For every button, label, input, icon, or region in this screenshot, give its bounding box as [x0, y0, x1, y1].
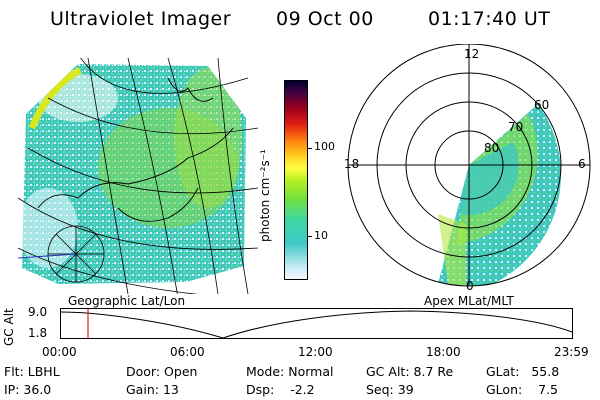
altitude-ytick-low: 1.8 — [28, 326, 48, 340]
xtick-2359: 23:59 — [554, 345, 589, 359]
geo-grid — [18, 58, 258, 294]
mlt-label-18: 18 — [344, 157, 359, 171]
polar-grid — [347, 44, 591, 287]
terminator-line — [18, 253, 77, 259]
mlt-label-0: 0 — [466, 279, 474, 293]
mlat-label-70: 70 — [508, 120, 523, 134]
polar-plot: 12 18 6 0 80 70 60 — [344, 44, 591, 293]
colorbar-tick-10 — [307, 236, 312, 237]
geo-intensity-map — [22, 64, 246, 284]
xtick-1200: 12:00 — [298, 345, 333, 359]
mlat-label-60: 60 — [534, 98, 549, 112]
mlt-label-12: 12 — [464, 47, 479, 61]
info-flt: Flt: LBHL — [4, 364, 60, 379]
xtick-0000: 00:00 — [42, 345, 77, 359]
apex-panel-label: Apex MLat/MLT — [424, 294, 514, 308]
xtick-1800: 18:00 — [426, 345, 461, 359]
altitude-curve — [60, 310, 573, 339]
altitude-plot-frame — [60, 308, 573, 339]
mlt-label-6: 6 — [578, 157, 586, 171]
altitude-plot — [60, 308, 573, 339]
date-label: 09 Oct 00 — [276, 8, 374, 30]
geographic-image — [18, 58, 258, 294]
altitude-ylabel: GC Alt — [2, 308, 16, 346]
info-door: Door: Open — [126, 364, 198, 379]
colorbar-tick-label-10: 10 — [314, 229, 328, 242]
xtick-0600: 06:00 — [170, 345, 205, 359]
colorbar-units: photon cm⁻²s⁻¹ — [258, 149, 272, 242]
time-label: 01:17:40 UT — [428, 8, 551, 30]
colorbar-tick-100 — [307, 148, 312, 149]
info-gain: Gain: 13 — [126, 382, 179, 397]
instrument-title: Ultraviolet Imager — [50, 8, 232, 30]
info-ip: IP: 36.0 — [4, 382, 52, 397]
mlat-label-80: 80 — [484, 141, 499, 155]
info-glon: GLon: 7.5 — [486, 382, 559, 397]
info-glat: GLat: 55.8 — [486, 364, 560, 379]
info-gcalt: GC Alt: 8.7 Re — [366, 364, 454, 379]
colorbar-tick-label-100: 100 — [314, 140, 335, 153]
altitude-ytick-high: 9.0 — [28, 305, 48, 319]
info-mode: Mode: Normal — [246, 364, 334, 379]
polar-intensity-map — [438, 104, 561, 286]
info-seq: Seq: 39 — [366, 382, 414, 397]
colorbar — [284, 80, 308, 280]
geo-panel-label: Geographic Lat/Lon — [68, 294, 186, 308]
info-dsp: Dsp: -2.2 — [246, 382, 315, 397]
